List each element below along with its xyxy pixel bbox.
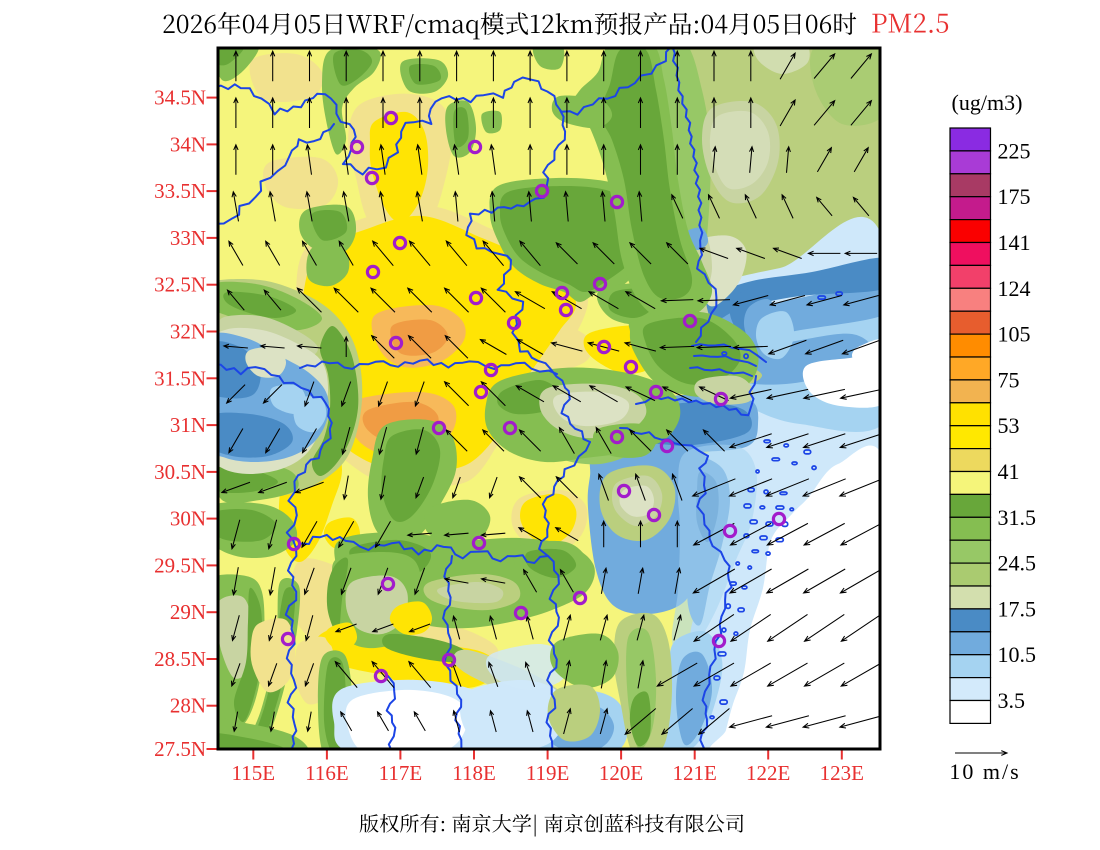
svg-text:225: 225: [998, 138, 1031, 163]
svg-text:175: 175: [998, 184, 1031, 209]
svg-text:118E: 118E: [452, 761, 496, 785]
svg-text:121E: 121E: [673, 761, 717, 785]
svg-text:53: 53: [998, 413, 1020, 438]
svg-text:34N: 34N: [170, 132, 206, 156]
svg-text:117E: 117E: [379, 761, 423, 785]
svg-text:33N: 33N: [170, 226, 206, 250]
svg-text:30N: 30N: [170, 507, 206, 531]
svg-text:3.5: 3.5: [998, 688, 1026, 713]
svg-text:34.5N: 34.5N: [154, 86, 206, 110]
svg-text:75: 75: [998, 367, 1020, 392]
svg-text:29N: 29N: [170, 600, 206, 624]
svg-text:120E: 120E: [599, 761, 643, 785]
svg-text:124: 124: [998, 276, 1031, 301]
svg-text:28.5N: 28.5N: [154, 647, 206, 671]
svg-text:32N: 32N: [170, 320, 206, 344]
svg-text:31.5: 31.5: [998, 505, 1037, 530]
svg-text:27.5N: 27.5N: [154, 737, 206, 761]
svg-text:122E: 122E: [746, 761, 790, 785]
svg-text:123E: 123E: [820, 761, 864, 785]
svg-text:17.5: 17.5: [998, 596, 1037, 621]
svg-text:30.5N: 30.5N: [154, 460, 206, 484]
svg-text:29.5N: 29.5N: [154, 553, 206, 577]
svg-text:141: 141: [998, 230, 1031, 255]
svg-text:28N: 28N: [170, 694, 206, 718]
svg-text:116E: 116E: [305, 761, 349, 785]
svg-text:33.5N: 33.5N: [154, 179, 206, 203]
svg-text:41: 41: [998, 459, 1020, 484]
svg-text:32.5N: 32.5N: [154, 273, 206, 297]
svg-text:(ug/m3): (ug/m3): [952, 90, 1023, 115]
svg-text:10 m/s: 10 m/s: [949, 759, 1020, 784]
svg-text:115E: 115E: [232, 761, 276, 785]
svg-text:31N: 31N: [170, 413, 206, 437]
svg-text:31.5N: 31.5N: [154, 366, 206, 390]
svg-text:105: 105: [998, 322, 1031, 347]
svg-text:24.5: 24.5: [998, 551, 1037, 576]
svg-text:10.5: 10.5: [998, 642, 1037, 667]
svg-text:119E: 119E: [526, 761, 570, 785]
